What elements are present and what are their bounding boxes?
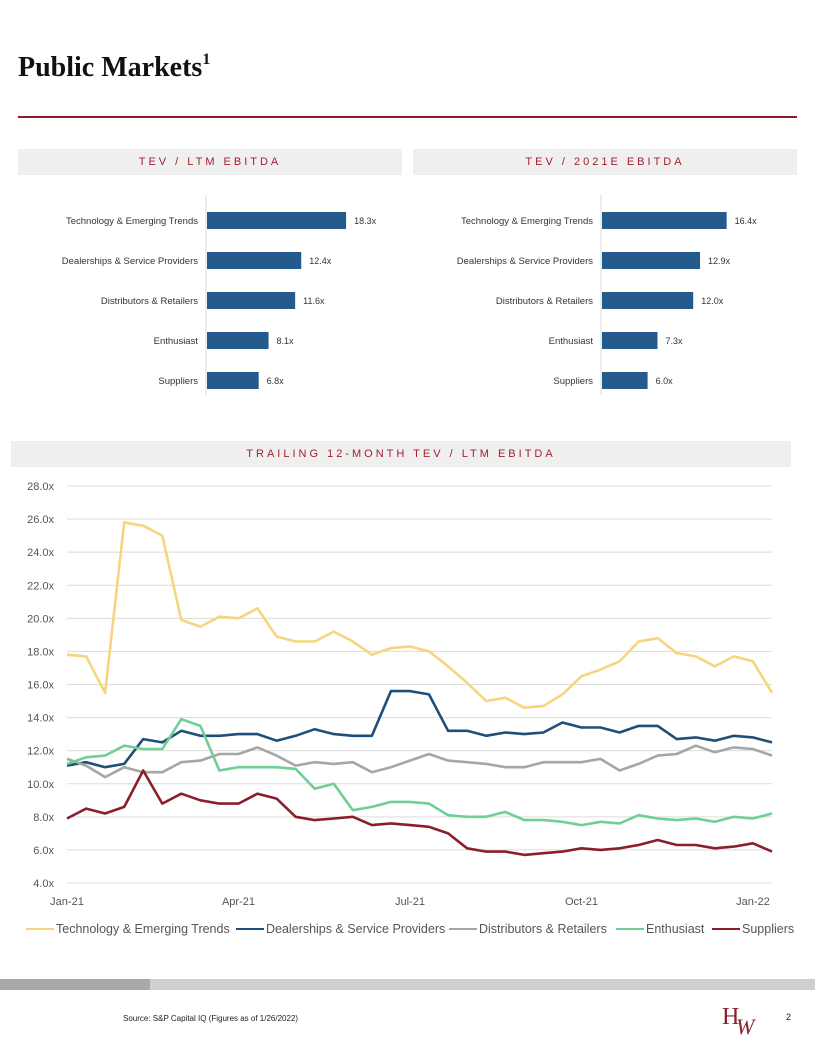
svg-text:H: H	[722, 1004, 739, 1030]
x-tick-label: Jan-21	[50, 896, 84, 908]
ltm-category-label: Distributors & Retailers	[101, 296, 198, 307]
forward-bar	[602, 372, 648, 389]
ltm-value-label: 6.8x	[267, 376, 285, 386]
legend-swatch-suppliers	[712, 927, 740, 931]
page-title: Public Markets1	[18, 50, 211, 83]
legend-label-tech: Technology & Emerging Trends	[56, 922, 230, 936]
forward-value-label: 7.3x	[665, 336, 683, 346]
forward-bar	[602, 212, 727, 229]
legend-item-suppliers: Suppliers	[712, 922, 794, 936]
series-line-enthusiast	[66, 717, 773, 827]
forward-bar	[602, 332, 658, 349]
ltm-value-label: 11.6x	[303, 296, 325, 306]
ltm-bar	[207, 332, 269, 349]
legend-item-tech: Technology & Emerging Trends	[26, 922, 230, 936]
forward-category-label: Technology & Emerging Trends	[461, 216, 593, 227]
hw-logo: H W	[720, 1000, 764, 1047]
legend-label-dealers: Dealerships & Service Providers	[266, 922, 446, 936]
ltm-ebitda-bar-chart: Technology & Emerging Trends 18.3x Dealers…	[62, 195, 377, 395]
x-tick-label: Jul-21	[395, 896, 425, 908]
footer-bar	[0, 979, 815, 990]
ltm-bar	[207, 252, 302, 269]
series-line-distributors	[66, 744, 773, 779]
forward-value-label: 12.0x	[701, 296, 724, 306]
x-tick-label: Oct-21	[565, 896, 598, 908]
page-number: 2	[786, 1012, 792, 1022]
forward-chart-header: TEV / 2021E EBITDA	[413, 149, 797, 175]
legend-swatch-dealers	[236, 927, 264, 931]
trailing-ebitda-line-chart: 28.0x 26.0x 24.0x 22.0x 20.0x 18.0x 16.0x 14.0x…	[27, 481, 774, 908]
y-tick-label: 10.0x	[27, 779, 54, 791]
legend-label-enthusiast: Enthusiast	[646, 922, 705, 936]
legend-item-dealers: Dealerships & Service Providers	[236, 922, 445, 936]
y-tick-label: 8.0x	[33, 812, 54, 824]
ltm-bar	[207, 212, 347, 229]
ltm-category-label: Technology & Emerging Trends	[66, 216, 198, 227]
forward-category-label: Distributors & Retailers	[496, 296, 593, 307]
chart-legend: Technology & Emerging Trends Dealerships…	[22, 922, 802, 940]
series-line-dealers	[66, 689, 773, 769]
title-footnote-marker: 1	[202, 50, 211, 68]
legend-label-distributors: Distributors & Retailers	[479, 922, 607, 936]
ltm-category-label: Dealerships & Service Providers	[62, 256, 198, 267]
series-line-tech	[66, 521, 774, 709]
ltm-value-label: 12.4x	[309, 256, 332, 266]
forward-ebitda-bar-chart: Technology & Emerging Trends 16.4x Dealers…	[457, 195, 758, 395]
forward-category-label: Dealerships & Service Providers	[457, 256, 593, 267]
ltm-bar	[207, 292, 296, 309]
forward-bar	[602, 252, 701, 269]
forward-category-label: Enthusiast	[549, 336, 594, 347]
y-tick-label: 6.0x	[33, 845, 54, 857]
y-tick-label: 4.0x	[33, 878, 54, 890]
y-tick-label: 24.0x	[27, 547, 54, 559]
series-line-suppliers	[66, 769, 773, 857]
y-tick-label: 26.0x	[27, 514, 54, 526]
legend-swatch-tech	[26, 927, 54, 931]
y-tick-label: 22.0x	[27, 580, 54, 592]
y-tick-label: 14.0x	[27, 713, 54, 725]
trailing-chart-header: TRAILING 12-MONTH TEV / LTM EBITDA	[11, 441, 791, 467]
legend-item-enthusiast: Enthusiast	[616, 922, 704, 936]
legend-swatch-distributors	[449, 927, 477, 931]
svg-text:W: W	[736, 1014, 756, 1039]
legend-swatch-enthusiast	[616, 927, 644, 931]
footer-bar-light	[145, 979, 815, 990]
ltm-value-label: 8.1x	[277, 336, 295, 346]
forward-category-label: Suppliers	[553, 376, 593, 387]
y-tick-label: 20.0x	[27, 613, 54, 625]
source-note: Source: S&P Capital IQ (Figures as of 1/…	[123, 1014, 299, 1023]
y-tick-label: 16.0x	[27, 680, 54, 692]
forward-value-label: 12.9x	[708, 256, 731, 266]
y-tick-label: 12.0x	[27, 746, 54, 758]
legend-item-distributors: Distributors & Retailers	[449, 922, 607, 936]
forward-value-label: 16.4x	[735, 216, 758, 226]
y-tick-label: 18.0x	[27, 646, 54, 658]
forward-value-label: 6.0x	[656, 376, 674, 386]
ltm-chart-header: TEV / LTM EBITDA	[18, 149, 402, 175]
ltm-category-label: Suppliers	[158, 376, 198, 387]
ltm-category-label: Enthusiast	[154, 336, 199, 347]
x-tick-label: Jan-22	[736, 896, 770, 908]
legend-label-suppliers: Suppliers	[742, 922, 795, 936]
x-tick-label: Apr-21	[222, 896, 255, 908]
ltm-value-label: 18.3x	[354, 216, 377, 226]
title-divider	[18, 116, 797, 118]
forward-bar	[602, 292, 694, 309]
y-tick-label: 28.0x	[27, 481, 54, 493]
ltm-bar	[207, 372, 259, 389]
footer-bar-dark	[0, 979, 150, 990]
